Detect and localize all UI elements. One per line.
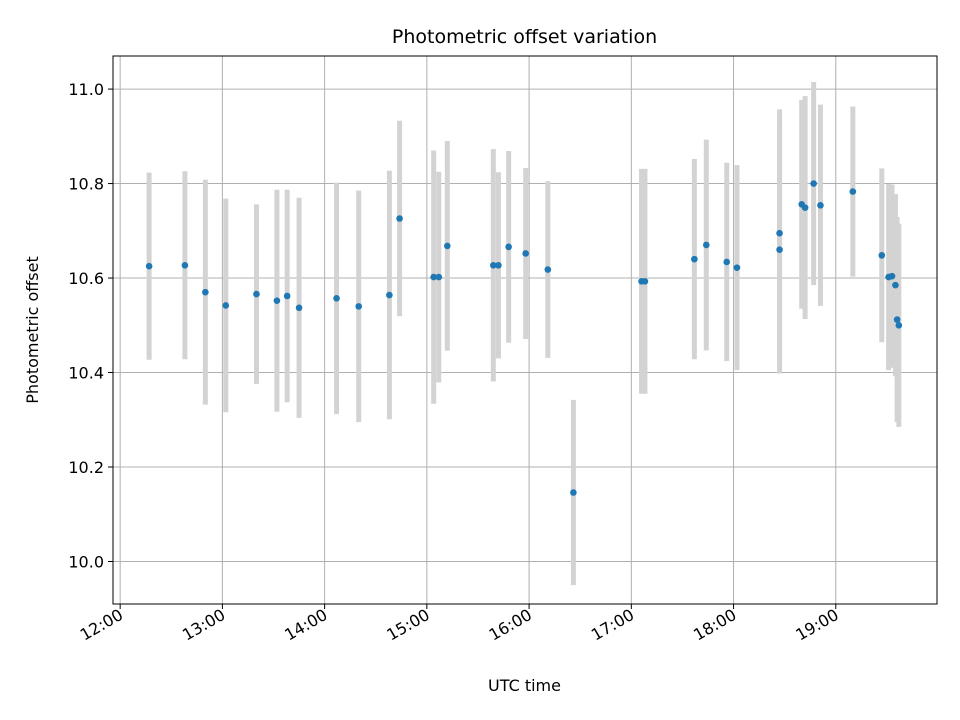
data-point [522,250,529,257]
data-point [333,295,340,302]
data-point [495,261,502,269]
data-point [893,316,901,323]
data-point [691,255,698,263]
data-point [801,204,809,211]
data-points [145,180,903,496]
grid [113,56,937,604]
data-point [145,262,153,270]
data-point [892,281,899,289]
data-point [181,261,189,269]
y-tick-label: 10.8 [68,175,104,194]
data-point [490,261,497,269]
data-point [641,278,649,285]
data-point [817,201,824,209]
data-point [396,215,403,222]
data-point [544,266,552,273]
data-point [283,292,291,300]
data-point [505,243,512,251]
chart-title: Photometric offset variation [392,26,657,48]
data-point [888,272,896,280]
data-point [386,291,393,299]
y-tick-label: 10.2 [68,458,104,477]
data-point [849,188,857,195]
y-tick-label: 10.6 [68,269,104,288]
y-tick-label: 11.0 [68,80,104,99]
x-axis-title: UTC time [488,676,561,695]
data-point [355,303,363,310]
y-tick-label: 10.4 [68,364,104,383]
y-axis-title: Photometric offset [23,256,42,404]
data-point [253,290,260,298]
data-point [222,302,230,309]
data-point [776,246,783,253]
y-tick-label: 10.0 [68,552,104,571]
data-point [723,258,731,266]
data-point [435,273,443,281]
data-point [273,297,281,305]
plot-area-frame [112,55,938,605]
data-point [702,241,710,249]
data-point [430,273,437,281]
data-point [733,264,741,271]
data-point [295,304,303,312]
data-point [202,288,209,296]
data-point [570,489,577,496]
data-point [878,252,886,259]
data-point [776,229,783,237]
data-point [444,242,451,250]
data-point [810,180,817,187]
data-point [895,321,903,329]
y-axis-ticks: 10.0 10.2 10.4 10.6 10.8 11.0 [68,80,113,571]
